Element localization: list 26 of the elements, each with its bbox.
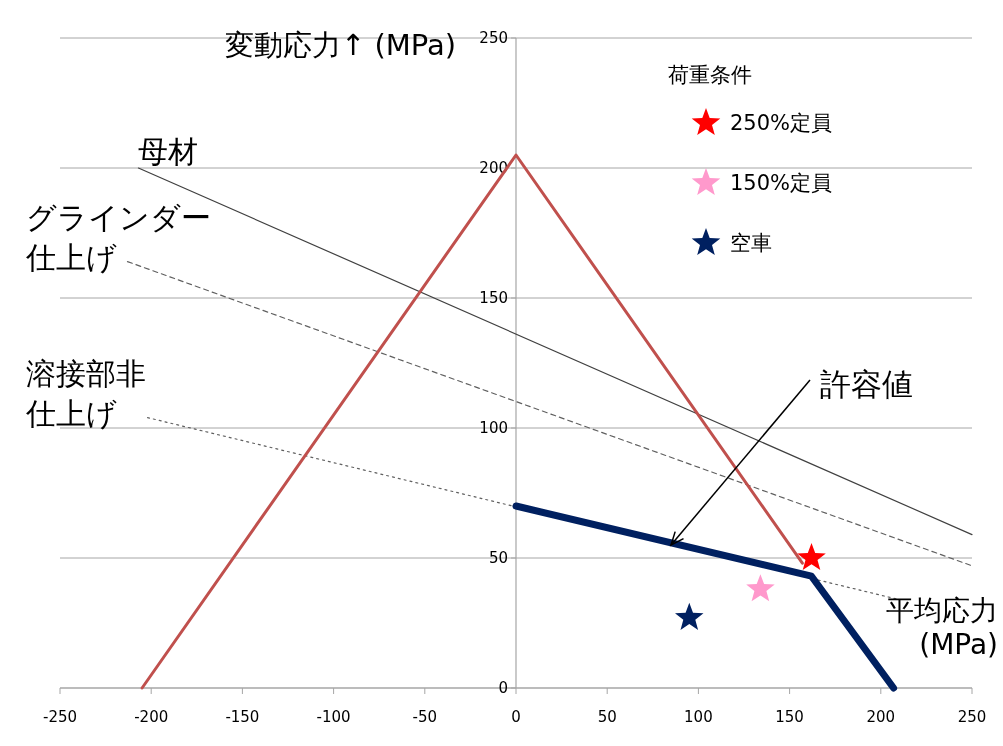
legend-title: 荷重条件 bbox=[668, 63, 752, 87]
x-tick-label: 100 bbox=[684, 708, 713, 726]
x-tick-label: 150 bbox=[775, 708, 804, 726]
legend-label: 空車 bbox=[730, 231, 772, 255]
y-tick-label: 0 bbox=[498, 679, 508, 697]
y-axis-title: 変動応力↑ (MPa) bbox=[225, 28, 457, 62]
y-tick-label: 50 bbox=[488, 549, 508, 567]
legend-label: 250%定員 bbox=[730, 111, 833, 135]
y-tick-label: 250 bbox=[479, 29, 508, 47]
x-tick-label: 0 bbox=[511, 708, 521, 726]
x-tick-label: -250 bbox=[42, 708, 78, 726]
series-label: 溶接部非仕上げ bbox=[25, 355, 146, 431]
x-tick-label: -100 bbox=[316, 708, 351, 726]
x-tick-label: -150 bbox=[225, 708, 260, 726]
x-tick-label: 200 bbox=[866, 708, 896, 726]
x-tick-label: -200 bbox=[134, 708, 169, 726]
x-tick-label: -50 bbox=[412, 708, 438, 726]
legend-label: 150%定員 bbox=[730, 171, 833, 195]
y-tick-label: 150 bbox=[479, 289, 508, 307]
series-label: 母材 bbox=[138, 134, 199, 169]
y-tick-label: 100 bbox=[479, 419, 508, 437]
x-tick-label: 250 bbox=[957, 708, 987, 726]
x-tick-label: 50 bbox=[597, 708, 617, 726]
series-label: グラインダー仕上げ bbox=[25, 199, 211, 275]
x-axis-title: 平均応力 (MPa) bbox=[886, 594, 998, 661]
annotation: 許容値 bbox=[820, 366, 913, 402]
